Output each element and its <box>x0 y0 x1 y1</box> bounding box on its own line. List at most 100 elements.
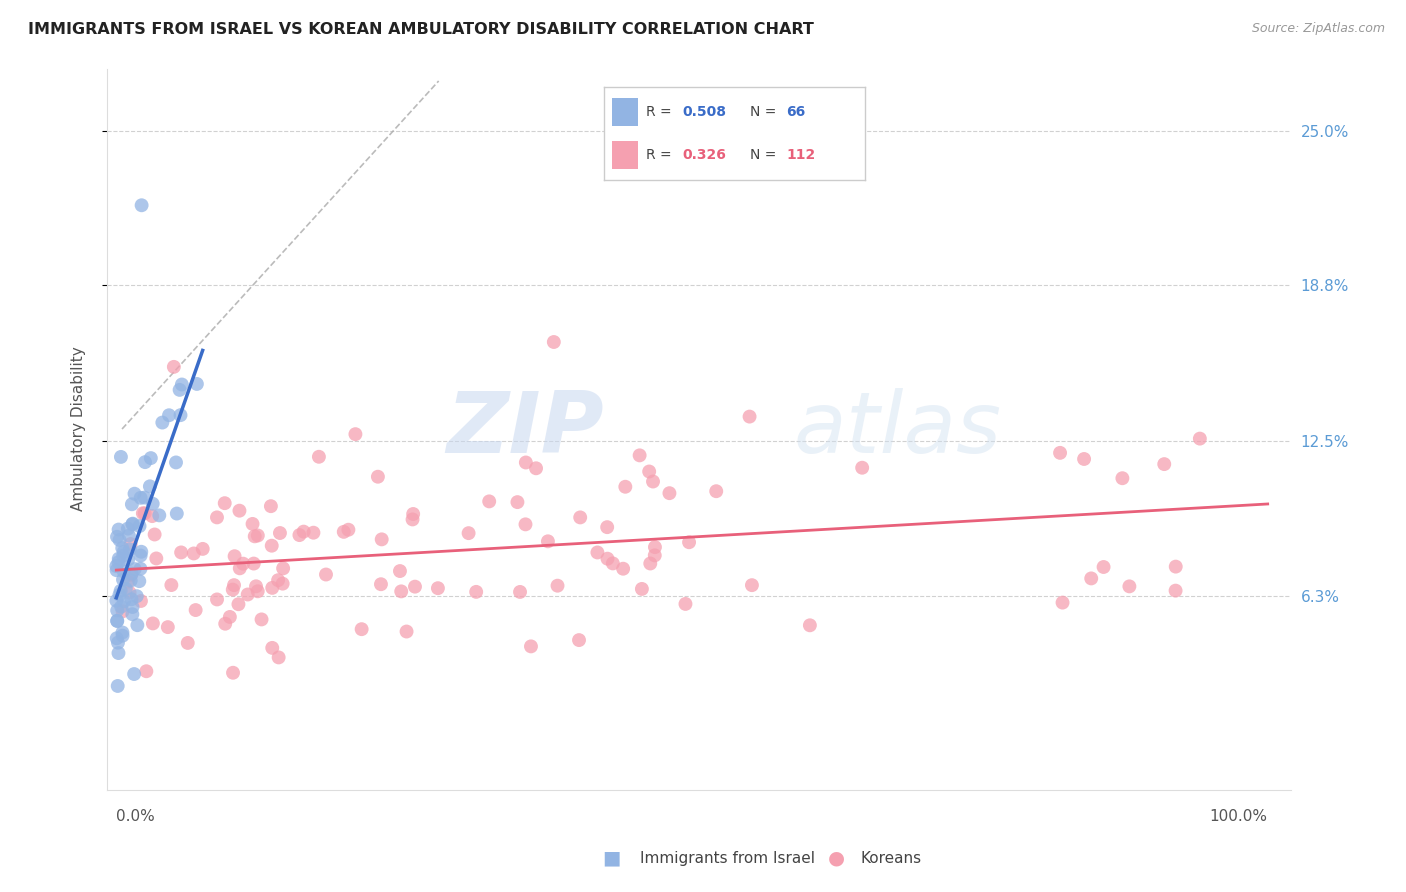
Point <box>404 580 426 594</box>
Point <box>302 525 325 540</box>
Point <box>1092 560 1115 574</box>
Point <box>602 557 624 571</box>
Point <box>169 383 191 397</box>
Point <box>631 582 654 596</box>
Point <box>250 612 273 626</box>
Text: IMMIGRANTS FROM ISRAEL VS KOREAN AMBULATORY DISABILITY CORRELATION CHART: IMMIGRANTS FROM ISRAEL VS KOREAN AMBULAT… <box>28 22 814 37</box>
Point <box>260 499 283 513</box>
Point <box>128 519 150 533</box>
Point <box>105 632 128 646</box>
Point <box>1080 571 1102 585</box>
Point <box>121 516 143 531</box>
Point <box>222 582 245 597</box>
Point <box>246 528 269 542</box>
Point <box>105 559 128 574</box>
Point <box>640 557 662 571</box>
Point <box>524 461 547 475</box>
Point <box>124 562 146 576</box>
Point <box>166 507 188 521</box>
Point <box>704 484 727 499</box>
Point <box>177 636 200 650</box>
Point <box>457 526 479 541</box>
Point <box>509 585 531 599</box>
Point <box>129 491 152 505</box>
Point <box>260 539 283 553</box>
Point <box>1153 457 1175 471</box>
Point <box>741 578 763 592</box>
Point <box>121 517 143 532</box>
Point <box>350 622 373 636</box>
Point <box>132 506 155 520</box>
Y-axis label: Ambulatory Disability: Ambulatory Disability <box>72 347 86 511</box>
Point <box>105 614 128 628</box>
Point <box>141 509 163 524</box>
Point <box>267 573 290 587</box>
Point <box>114 582 136 596</box>
Point <box>110 450 132 464</box>
Point <box>799 618 821 632</box>
Point <box>228 504 250 518</box>
Point <box>128 574 150 589</box>
Point <box>145 551 167 566</box>
Point <box>262 581 284 595</box>
Point <box>110 583 132 598</box>
Point <box>157 409 180 423</box>
Point <box>139 479 162 493</box>
Point <box>271 576 294 591</box>
Point <box>111 541 134 555</box>
Point <box>520 640 543 654</box>
Point <box>658 486 681 500</box>
Point <box>214 616 236 631</box>
Point <box>675 597 697 611</box>
Point <box>644 549 666 563</box>
Point <box>292 524 315 539</box>
Point <box>218 610 240 624</box>
Point <box>205 510 228 524</box>
Point <box>224 549 246 564</box>
Point <box>638 465 661 479</box>
Point <box>515 455 537 469</box>
Point <box>107 635 129 649</box>
Point <box>163 359 186 374</box>
Point <box>111 604 134 618</box>
Point <box>426 581 449 595</box>
Point <box>1073 452 1095 467</box>
Point <box>118 528 141 542</box>
Point <box>262 640 284 655</box>
Point <box>110 599 132 614</box>
Point <box>111 629 134 643</box>
Point <box>222 578 245 592</box>
Point <box>165 455 187 469</box>
Point <box>118 585 141 599</box>
Point <box>184 603 207 617</box>
Point <box>242 557 264 571</box>
Text: 0.0%: 0.0% <box>117 809 155 824</box>
Point <box>118 542 141 557</box>
Point <box>105 593 128 607</box>
Point <box>1111 471 1133 485</box>
Point <box>121 497 143 511</box>
Point <box>388 564 411 578</box>
Point <box>228 597 250 611</box>
Point <box>644 540 666 554</box>
Point <box>107 551 129 566</box>
Point <box>395 624 418 639</box>
Point <box>107 679 129 693</box>
Point <box>1049 446 1071 460</box>
Point <box>150 416 173 430</box>
Point <box>596 551 619 566</box>
Point <box>478 494 501 508</box>
Point <box>229 561 252 575</box>
Point <box>246 584 269 599</box>
Point <box>105 530 128 544</box>
Point <box>129 549 152 563</box>
Text: atlas: atlas <box>793 387 1001 470</box>
Point <box>337 523 360 537</box>
Point <box>107 523 129 537</box>
Point <box>370 577 392 591</box>
Point <box>124 486 146 500</box>
Point <box>142 616 165 631</box>
Point <box>129 545 152 559</box>
Point <box>332 524 354 539</box>
Point <box>112 549 135 563</box>
